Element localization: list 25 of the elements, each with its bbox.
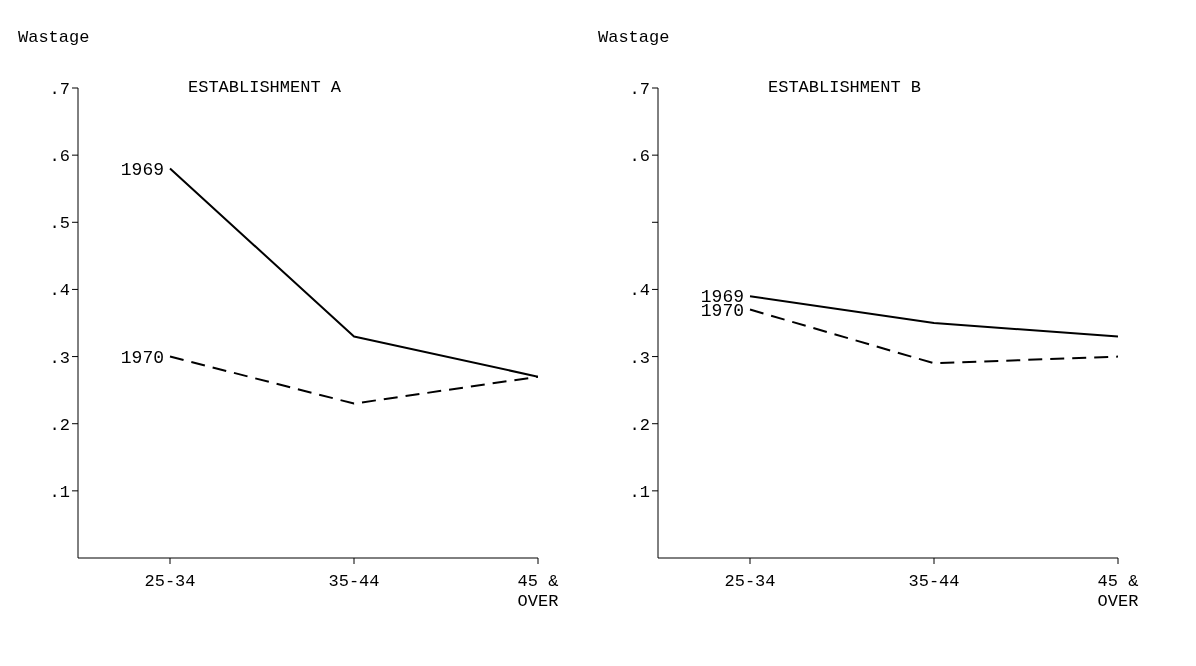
chart-title: ESTABLISHMENT B [768,78,922,97]
y-tick-label: .1 [49,482,70,502]
y-tick-label: .6 [49,147,70,167]
y-tick-label: .1 [629,482,650,502]
y-tick-label: .7 [49,80,70,100]
y-axis-title: Wastage [598,28,670,47]
y-tick-label: .3 [629,348,650,368]
y-tick-label: .4 [49,281,70,301]
y-tick-label: .2 [49,415,70,435]
y-tick-label: .5 [49,214,70,234]
x-tick-label: 25-34 [144,572,196,591]
series-label: 1969 [120,159,164,180]
y-tick-label: .2 [629,415,650,435]
x-tick-label: 25-34 [724,572,776,591]
y-tick-label: .6 [629,147,650,167]
y-tick-label: .3 [49,348,70,368]
chart-title: ESTABLISHMENT A [188,78,342,97]
x-tick-label: 45 & OVER [517,572,559,611]
series-label: 1970 [120,347,164,368]
y-tick-label: .4 [629,281,650,301]
y-tick-label: .7 [629,80,650,100]
x-tick-label: 45 & OVER [1097,572,1139,611]
x-tick-label: 35-44 [908,572,960,591]
x-tick-label: 35-44 [328,572,380,591]
y-axis-title: Wastage [18,28,90,47]
